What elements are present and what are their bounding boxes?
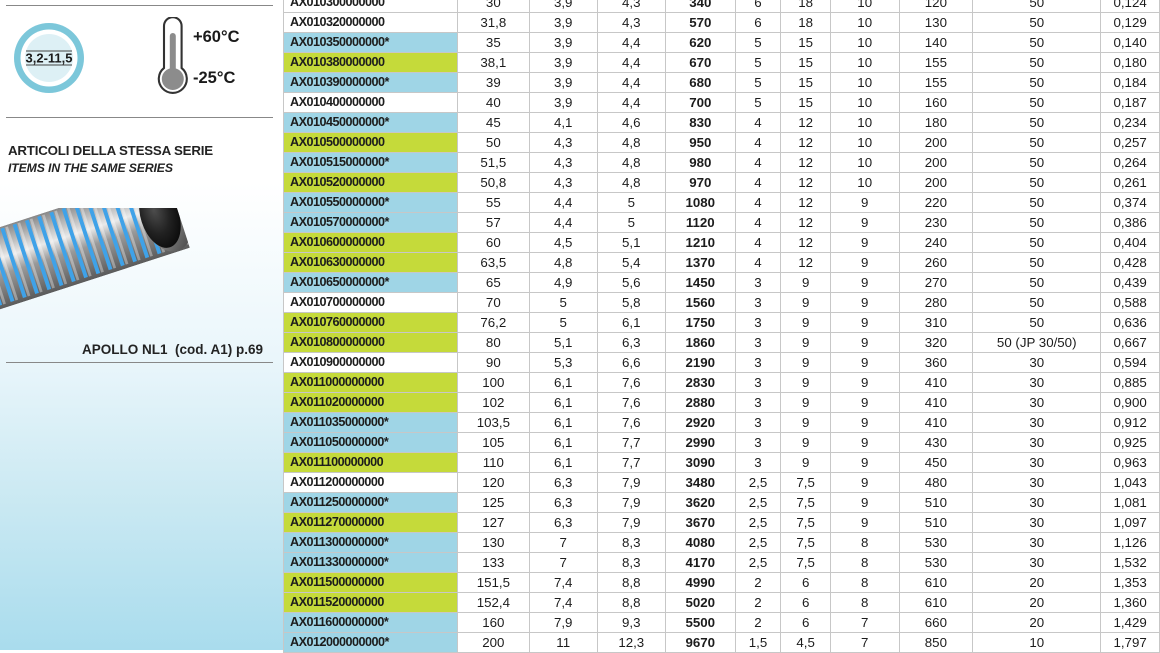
- svg-text:3,2-11,5: 3,2-11,5: [26, 51, 73, 66]
- svg-text:+60°C: +60°C: [193, 28, 240, 46]
- svg-text:-25°C: -25°C: [193, 69, 235, 87]
